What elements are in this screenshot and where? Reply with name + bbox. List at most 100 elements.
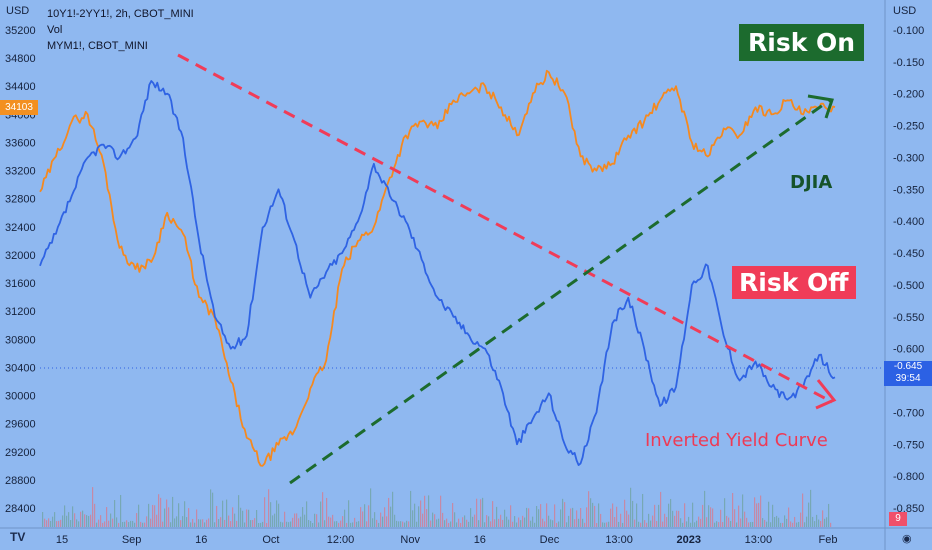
legend-line-yield[interactable]: 10Y1!-2YY1!, 2h, CBOT_MINI	[47, 8, 194, 20]
volume-bar	[512, 521, 514, 527]
volume-bar	[790, 521, 792, 527]
volume-bar	[410, 490, 412, 527]
x-tick-label: 13:00	[605, 534, 633, 546]
volume-bar	[602, 522, 604, 527]
volume-bar	[216, 505, 218, 527]
volume-bar	[384, 507, 386, 527]
volume-bar	[508, 519, 510, 527]
volume-bar	[466, 519, 468, 527]
volume-bar	[452, 503, 454, 527]
volume-bar	[258, 522, 260, 527]
volume-bar	[506, 516, 508, 527]
left-tick-label: 33600	[5, 137, 36, 149]
volume-bar	[380, 512, 382, 527]
volume-bar	[568, 515, 570, 527]
volume-bar	[654, 504, 656, 527]
volume-bar	[468, 521, 470, 527]
volume-bar	[542, 518, 544, 527]
volume-bar	[106, 507, 108, 527]
volume-bar	[498, 518, 500, 527]
left-tick-label: 29600	[5, 419, 36, 431]
left-tick-label: 34800	[5, 53, 36, 65]
volume-bar	[530, 520, 532, 527]
volume-bar	[812, 516, 814, 527]
volume-bar	[298, 518, 300, 527]
volume-bar	[450, 521, 452, 527]
volume-bar	[744, 511, 746, 527]
volume-bar	[716, 521, 718, 527]
eye-icon[interactable]: ◉	[902, 533, 912, 545]
volume-bar	[286, 521, 288, 527]
volume-bar	[656, 520, 658, 527]
volume-bar	[276, 500, 278, 527]
volume-bar	[540, 504, 542, 527]
volume-bar	[664, 513, 666, 527]
volume-bar	[336, 521, 338, 527]
right-tick-label: -0.550	[893, 312, 924, 324]
volume-bar	[90, 514, 92, 527]
volume-bar	[338, 522, 340, 527]
volume-bar	[604, 522, 606, 527]
volume-bar	[692, 502, 694, 527]
risk-off-label: Risk Off	[732, 266, 856, 299]
volume-bar	[252, 520, 254, 527]
volume-bar	[810, 489, 812, 527]
volume-bar	[294, 513, 296, 527]
volume-bar	[326, 497, 328, 527]
volume-bar	[794, 516, 796, 527]
volume-bar	[500, 514, 502, 527]
volume-bar	[710, 507, 712, 527]
volume-bar	[640, 522, 642, 527]
volume-bar	[638, 521, 640, 527]
volume-bar	[146, 516, 148, 527]
volume-bar	[658, 504, 660, 527]
volume-bar	[818, 519, 820, 527]
right-tick-label: -0.200	[893, 89, 924, 101]
volume-bar	[320, 501, 322, 527]
volume-bar	[244, 522, 246, 527]
volume-bar	[66, 515, 68, 527]
legend-line-djia[interactable]: MYM1!, CBOT_MINI	[47, 40, 148, 52]
volume-bar	[768, 501, 770, 527]
legend-line-vol[interactable]: Vol	[47, 24, 63, 36]
volume-bar	[486, 515, 488, 527]
left-tick-label: 32800	[5, 194, 36, 206]
volume-bar	[680, 518, 682, 527]
volume-bar	[644, 520, 646, 527]
volume-bar	[764, 519, 766, 527]
volume-bar	[596, 522, 598, 527]
volume-bar	[646, 522, 648, 527]
volume-bar	[262, 521, 264, 527]
volume-bar	[722, 522, 724, 527]
volume-bar	[584, 522, 586, 527]
volume-bar	[358, 521, 360, 527]
volume-bar	[622, 522, 624, 527]
volume-bar	[776, 515, 778, 527]
risk-on-arrowhead	[807, 94, 834, 119]
volume-bar	[726, 515, 728, 527]
volume-bar	[786, 518, 788, 527]
volume-bar	[316, 514, 318, 527]
volume-bar	[194, 522, 196, 527]
volume-bar	[690, 522, 692, 527]
volume-bar	[254, 518, 256, 527]
volume-bar	[662, 521, 664, 527]
tradingview-logo-icon[interactable]: TV	[10, 530, 26, 544]
volume-bar	[730, 520, 732, 527]
volume-bar	[350, 522, 352, 527]
volume-bar	[564, 502, 566, 527]
volume-bar	[578, 518, 580, 527]
djia-series-line	[39, 69, 836, 467]
volume-bar	[198, 519, 200, 527]
volume-bar	[124, 521, 126, 527]
volume-bar	[808, 502, 810, 527]
volume-bar	[180, 520, 182, 527]
right-price-value: -0.645	[893, 361, 923, 372]
left-tick-label: 30800	[5, 334, 36, 346]
volume-bar	[514, 516, 516, 527]
volume-bar	[642, 493, 644, 527]
volume-bar	[532, 516, 534, 527]
volume-bar	[470, 508, 472, 527]
volume-bar	[694, 522, 696, 527]
